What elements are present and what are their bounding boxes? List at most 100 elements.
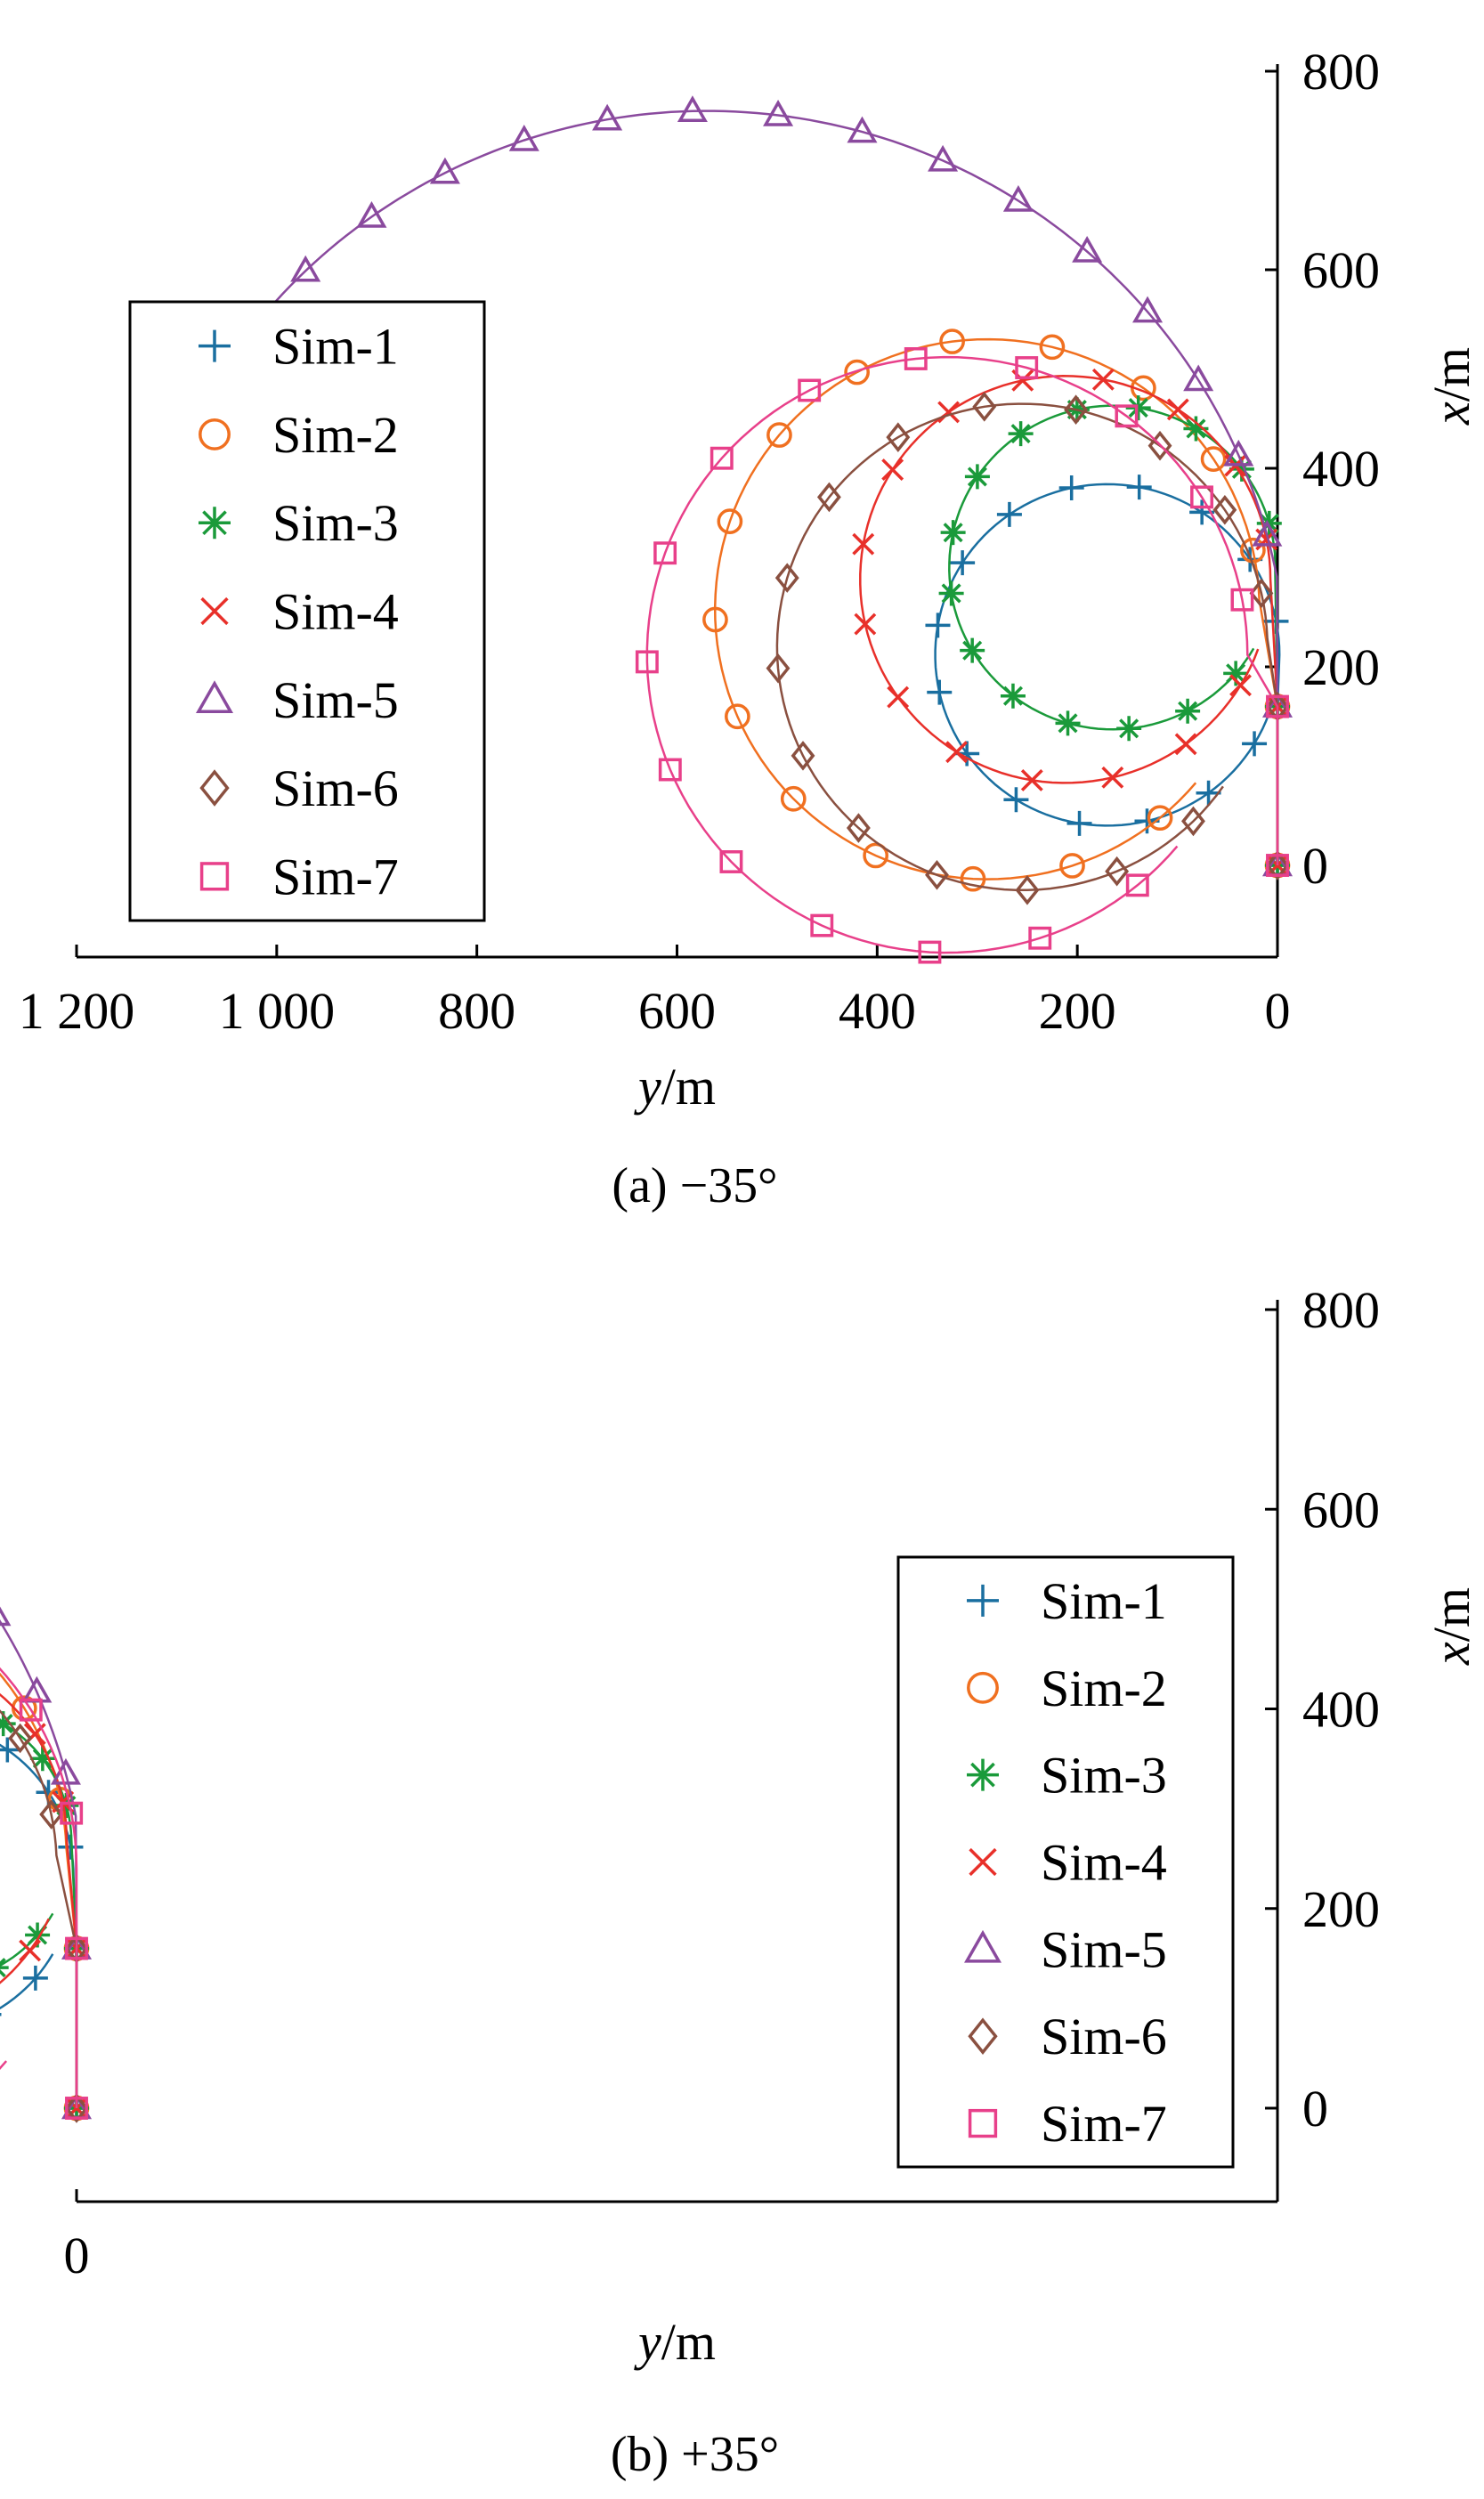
marker-square — [19, 1698, 43, 1722]
legend-label: Sim-5 — [1041, 1920, 1167, 1978]
series-sim-7 — [0, 1667, 88, 2120]
marker-square — [65, 2097, 88, 2120]
marker-star — [1125, 395, 1151, 421]
marker-triangle — [592, 103, 623, 131]
legend-item: Sim-4 — [969, 1834, 1167, 1892]
legend-item: Sim-5 — [195, 671, 399, 729]
y-tick-label: 200 — [1302, 1880, 1380, 1938]
marker-diamond — [199, 769, 230, 807]
marker-triangle — [1183, 364, 1214, 392]
legend: Sim-1 Sim-2 Sim-3 Sim-4 Sim-5 Sim-6 Sim-7 — [128, 300, 486, 922]
marker-diamond — [1064, 394, 1089, 425]
marker-square — [1115, 404, 1139, 428]
marker-square — [719, 850, 743, 873]
marker-diamond — [1147, 430, 1172, 461]
y-axis-label-var: x — [1423, 402, 1480, 426]
marker-square — [658, 758, 682, 782]
marker-square — [904, 347, 928, 370]
marker-square — [918, 940, 942, 964]
marker-triangle — [847, 116, 878, 143]
marker-diamond — [1249, 578, 1274, 609]
marker-diamond — [972, 392, 997, 422]
legend-label: Sim-3 — [272, 494, 399, 552]
marker-x — [19, 1939, 42, 1962]
marker-x — [1020, 768, 1043, 791]
marker-triangle — [290, 255, 321, 282]
legend-label: Sim-7 — [272, 848, 399, 905]
y-tick-label: 0 — [1302, 837, 1328, 895]
marker-triangle — [508, 125, 539, 151]
legend-item: Sim-1 — [967, 1572, 1167, 1630]
marker-plus — [1126, 475, 1152, 500]
legend: Sim-1 Sim-2 Sim-3 Sim-4 Sim-5 Sim-6 Sim-7 — [896, 1555, 1235, 2169]
legend-label: Sim-2 — [272, 406, 399, 464]
x-axis-label-unit: /m — [661, 2313, 716, 2371]
series-line — [859, 375, 1279, 865]
marker-star — [1008, 421, 1034, 447]
series-sim-2 — [0, 1672, 90, 2122]
legend-item: Sim-2 — [199, 406, 399, 464]
marker-square — [653, 541, 677, 565]
y-tick-label: 200 — [1302, 638, 1380, 696]
series-line — [645, 355, 1279, 954]
legend-label: Sim-1 — [1041, 1572, 1167, 1630]
marker-plus — [950, 550, 976, 576]
marker-square — [1028, 926, 1052, 950]
marker-circle — [1059, 853, 1085, 879]
legend-item: Sim-6 — [968, 2008, 1167, 2065]
marker-diamond — [8, 1723, 33, 1754]
marker-square — [199, 862, 230, 891]
marker-x — [969, 1847, 997, 1877]
marker-diamond — [791, 741, 815, 771]
marker-circle — [702, 606, 728, 633]
marker-star — [960, 637, 985, 663]
marker-square — [60, 1801, 84, 1825]
y-tick-label: 0 — [1302, 2080, 1328, 2138]
marker-plus — [199, 329, 231, 362]
series-line — [0, 1720, 78, 2108]
marker-plus — [1196, 780, 1221, 806]
marker-star — [1055, 710, 1081, 736]
legend-label: Sim-7 — [1041, 2095, 1167, 2153]
series-sim-5 — [274, 95, 1293, 877]
series-line — [0, 1672, 78, 2108]
marker-square — [1125, 873, 1149, 897]
marker-star — [938, 580, 964, 606]
marker-diamond — [64, 2093, 89, 2123]
marker-diamond — [925, 859, 949, 890]
marker-x — [937, 401, 961, 424]
marker-x — [1174, 733, 1197, 756]
marker-triangle — [0, 1606, 12, 1627]
marker-diamond — [1181, 806, 1205, 837]
marker-star — [29, 1746, 55, 1772]
legend-label: Sim-4 — [272, 583, 399, 641]
marker-circle — [725, 703, 750, 730]
marker-plus — [1066, 810, 1092, 836]
marker-diamond — [1015, 875, 1040, 905]
marker-triangle — [963, 1929, 1002, 1963]
marker-square — [1266, 854, 1289, 877]
series-sim-4 — [852, 368, 1289, 877]
marker-circle — [844, 359, 870, 385]
marker-x — [887, 686, 910, 709]
marker-plus — [996, 501, 1022, 527]
panel-caption: (b) +35° — [611, 2427, 779, 2482]
y-tick-label: 800 — [1302, 1281, 1380, 1339]
marker-plus — [927, 679, 953, 705]
marker-star — [0, 1711, 16, 1737]
x-axis-label-unit: /m — [661, 1058, 716, 1116]
marker-star — [1183, 416, 1209, 442]
marker-plus — [1058, 475, 1084, 501]
marker-plus — [1242, 731, 1268, 757]
x-tick-label: 400 — [839, 982, 916, 1040]
marker-circle — [199, 418, 231, 450]
legend-box — [128, 300, 486, 922]
chart-panel-a: 1 200 1 000 800 600 400 200 00200400600800y/mx… — [19, 43, 1480, 1213]
marker-triangle — [1002, 184, 1034, 212]
marker-diamond — [968, 2017, 998, 2056]
marker-square — [710, 446, 734, 470]
x-tick-label: 200 — [1039, 982, 1116, 1040]
marker-x — [854, 613, 877, 636]
y-tick-label: 600 — [1302, 241, 1380, 299]
marker-circle — [1039, 334, 1066, 361]
